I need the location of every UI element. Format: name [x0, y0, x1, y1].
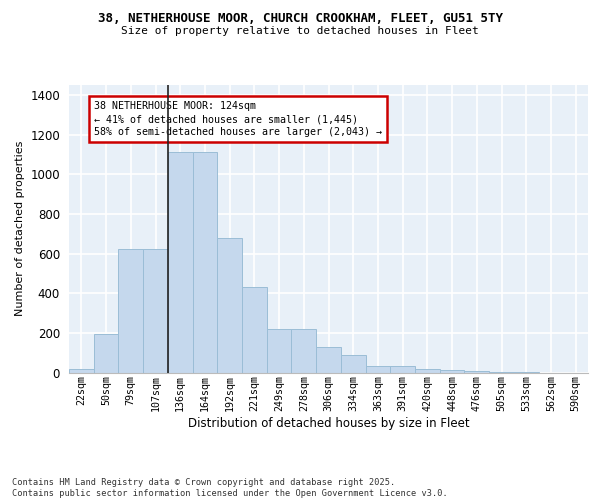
Bar [94, 334, 118, 372]
Text: Size of property relative to detached houses in Fleet: Size of property relative to detached ho… [121, 26, 479, 36]
Bar [415, 368, 440, 372]
Bar [390, 366, 415, 372]
Bar [316, 346, 341, 372]
Bar [143, 248, 168, 372]
Bar [341, 354, 365, 372]
Bar [440, 370, 464, 372]
Bar [69, 368, 94, 372]
Text: 38, NETHERHOUSE MOOR, CHURCH CROOKHAM, FLEET, GU51 5TY: 38, NETHERHOUSE MOOR, CHURCH CROOKHAM, F… [97, 12, 503, 26]
Bar [118, 248, 143, 372]
X-axis label: Distribution of detached houses by size in Fleet: Distribution of detached houses by size … [188, 417, 469, 430]
Text: Contains HM Land Registry data © Crown copyright and database right 2025.
Contai: Contains HM Land Registry data © Crown c… [12, 478, 448, 498]
Bar [217, 238, 242, 372]
Bar [242, 287, 267, 372]
Bar [267, 329, 292, 372]
Bar [168, 152, 193, 372]
Bar [464, 371, 489, 372]
Bar [365, 366, 390, 372]
Text: 38 NETHERHOUSE MOOR: 124sqm
← 41% of detached houses are smaller (1,445)
58% of : 38 NETHERHOUSE MOOR: 124sqm ← 41% of det… [94, 101, 382, 138]
Bar [292, 329, 316, 372]
Y-axis label: Number of detached properties: Number of detached properties [14, 141, 25, 316]
Bar [193, 152, 217, 372]
